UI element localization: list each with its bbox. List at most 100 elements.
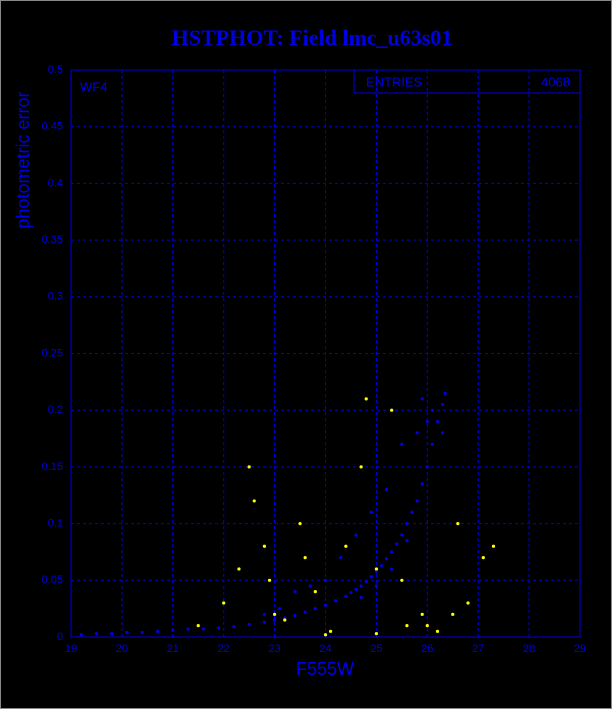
y-tick-label: 0.25 [42,347,63,359]
point [323,578,328,582]
point [262,544,267,548]
y-axis-label: photometric error [13,91,33,228]
point [435,419,440,424]
point [405,522,409,526]
point [217,626,221,630]
point [390,550,394,554]
point [405,624,409,628]
point [339,556,343,560]
x-tick-label: 28 [523,643,535,655]
x-tick-label: 24 [319,643,331,655]
point [384,557,389,561]
point [222,601,226,605]
point [359,584,363,588]
point [262,620,267,624]
point [283,618,287,622]
point [456,522,460,526]
y-tick-label: 0.2 [48,404,63,416]
point [308,584,312,588]
point [390,408,394,412]
y-tick-label: 0.4 [48,177,63,189]
x-tick-label: 19 [65,643,77,655]
point [364,397,368,401]
point [354,587,358,591]
point [201,627,205,631]
point [110,631,114,636]
y-tick-label: 0.45 [42,121,63,133]
plot-frame [70,69,581,638]
point [410,510,414,514]
point [323,633,328,637]
point [140,630,144,635]
stats-value: 4068 [541,74,570,89]
point [379,563,384,568]
point [94,631,99,636]
point [430,408,434,412]
point [237,567,241,571]
point [262,612,267,616]
point [374,584,378,588]
point [400,442,404,446]
point [374,567,378,571]
point [400,578,404,582]
point [298,522,302,526]
point [374,631,378,636]
point [415,499,419,503]
y-tick-label: 0.05 [42,574,63,586]
point [420,482,424,486]
y-tick-label: 0.1 [48,518,63,530]
stats-label: ENTRIES [366,74,423,89]
point [369,510,373,514]
point [451,612,455,616]
point [364,579,368,584]
x-tick-label: 21 [167,643,179,655]
x-tick-label: 25 [370,643,382,655]
point [491,544,496,548]
point [303,556,307,560]
point [425,624,429,628]
x-tick-label: 20 [116,643,128,655]
x-tick-label: 26 [421,643,433,655]
point [283,616,287,620]
point [420,612,424,616]
point [440,431,445,435]
point [390,567,394,571]
point [323,603,328,607]
point [420,397,424,401]
point [273,618,277,622]
point [415,431,419,435]
point [395,542,399,546]
point [313,607,317,611]
point [384,487,389,492]
point [354,533,358,537]
point [293,613,297,618]
point [278,607,282,611]
point [252,499,256,503]
point [328,629,333,633]
point [400,533,404,537]
point [359,465,363,469]
point [155,629,160,633]
point [425,419,429,424]
y-tick-label: 0.15 [42,461,63,473]
point [344,594,348,598]
point [186,627,190,631]
x-axis-label: F555W [296,659,354,679]
point [369,575,373,579]
point [293,590,297,594]
point [425,465,429,469]
point [344,544,348,548]
point [359,595,363,599]
point [481,556,485,560]
point [334,599,338,603]
annotation: WF4 [80,79,107,94]
y-tick-label: 0 [57,631,63,643]
point [374,569,378,573]
point [430,442,434,446]
point [125,630,129,635]
point [196,624,200,628]
point [435,629,440,633]
point [303,610,307,614]
